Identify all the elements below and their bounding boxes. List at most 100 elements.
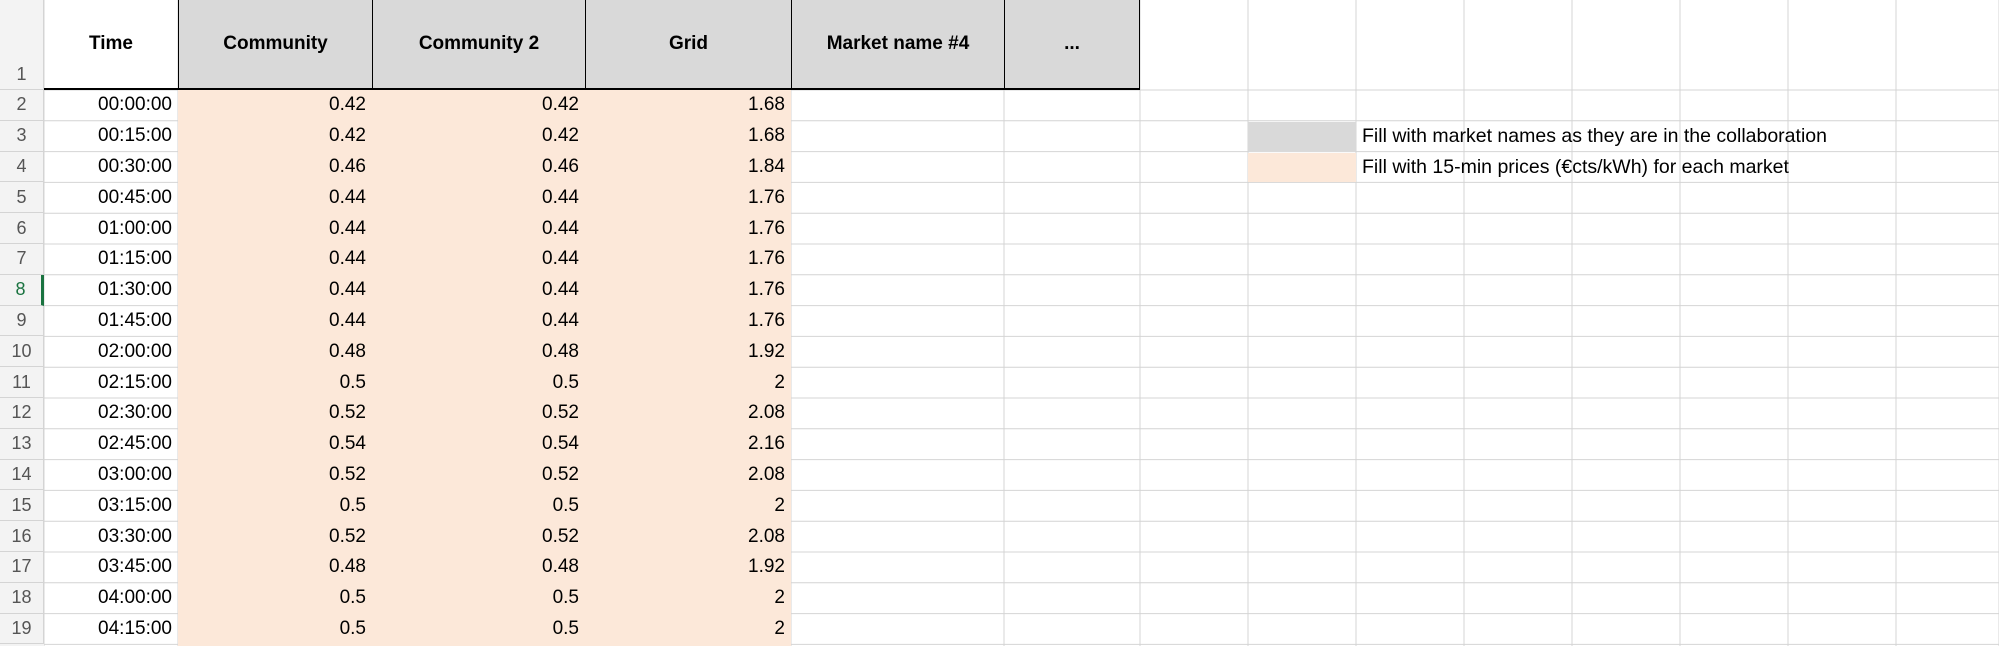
price-cell[interactable]: 0.5 (339, 371, 366, 393)
price-cell[interactable]: 0.44 (542, 186, 579, 208)
price-cell[interactable]: 0.42 (329, 125, 366, 147)
price-cell[interactable]: 0.44 (329, 309, 366, 331)
row-number-6[interactable]: 6 (0, 213, 44, 244)
time-cell[interactable]: 02:15:00 (98, 371, 172, 393)
price-cell[interactable]: 0.54 (542, 433, 579, 455)
time-cell[interactable]: 00:45:00 (98, 186, 172, 208)
column-header-more[interactable]: ... (1004, 0, 1140, 90)
price-cell[interactable]: 1.76 (748, 279, 785, 301)
price-cell[interactable]: 0.52 (329, 525, 366, 547)
price-cell[interactable]: 1.68 (748, 125, 785, 147)
row-number-3[interactable]: 3 (0, 120, 44, 152)
price-cell[interactable]: 0.5 (552, 587, 579, 609)
price-cell[interactable]: 0.42 (542, 125, 579, 147)
legend-swatch (1248, 152, 1356, 182)
row-number-5[interactable]: 5 (0, 182, 44, 214)
price-cell[interactable]: 0.44 (542, 248, 579, 270)
price-cell[interactable]: 2.08 (748, 463, 785, 485)
column-header-community[interactable]: Community (178, 0, 372, 90)
price-cell[interactable]: 2 (774, 617, 785, 639)
price-cell[interactable]: 2.16 (748, 433, 785, 455)
price-cell[interactable]: 1.76 (748, 217, 785, 239)
price-cell[interactable]: 0.48 (329, 556, 366, 578)
time-cell[interactable]: 04:00:00 (98, 587, 172, 609)
price-cell[interactable]: 0.5 (552, 371, 579, 393)
price-cell[interactable]: 0.44 (542, 279, 579, 301)
row-number-1[interactable]: 1 (0, 0, 44, 90)
price-cell[interactable]: 2 (774, 494, 785, 516)
price-cell[interactable]: 0.54 (329, 433, 366, 455)
time-cell[interactable]: 02:45:00 (98, 433, 172, 455)
price-cell[interactable]: 1.76 (748, 309, 785, 331)
price-cell[interactable]: 0.48 (329, 340, 366, 362)
price-cell[interactable]: 0.44 (329, 186, 366, 208)
price-cell[interactable]: 0.44 (542, 217, 579, 239)
row-number-19[interactable]: 19 (0, 613, 44, 645)
price-cell[interactable]: 0.42 (329, 94, 366, 116)
price-cell[interactable]: 1.76 (748, 248, 785, 270)
price-cell[interactable]: 0.52 (542, 463, 579, 485)
price-cell[interactable]: 2.08 (748, 402, 785, 424)
row-header-column[interactable]: 1 2 3 4 5 6 7 8 9 10 11 12 13 14 15 16 17 18 19 (0, 0, 44, 646)
price-cell[interactable]: 0.5 (339, 587, 366, 609)
price-cell[interactable]: 0.52 (542, 525, 579, 547)
time-cell[interactable]: 00:00:00 (98, 94, 172, 116)
price-cell[interactable]: 1.92 (748, 556, 785, 578)
price-cell[interactable]: 1.84 (748, 155, 785, 177)
price-cell[interactable]: 1.68 (748, 94, 785, 116)
price-cell[interactable]: 0.5 (339, 617, 366, 639)
price-cell[interactable]: 0.5 (552, 494, 579, 516)
time-cell[interactable]: 01:00:00 (98, 217, 172, 239)
price-cell[interactable]: 1.92 (748, 340, 785, 362)
row-number-17[interactable]: 17 (0, 552, 44, 583)
time-cell[interactable]: 02:30:00 (98, 402, 172, 424)
time-cell[interactable]: 01:15:00 (98, 248, 172, 270)
price-cell[interactable]: 0.44 (542, 309, 579, 331)
time-cell[interactable]: 03:15:00 (98, 494, 172, 516)
row-number-16[interactable]: 16 (0, 521, 44, 552)
time-cell[interactable]: 04:15:00 (98, 617, 172, 639)
price-cell[interactable]: 0.52 (329, 402, 366, 424)
row-number-14[interactable]: 14 (0, 459, 44, 491)
price-cell[interactable]: 0.5 (552, 617, 579, 639)
price-cell[interactable]: 0.48 (542, 556, 579, 578)
price-cell[interactable]: 0.44 (329, 217, 366, 239)
row-number-15[interactable]: 15 (0, 490, 44, 522)
row-number-12[interactable]: 12 (0, 398, 44, 429)
price-cell[interactable]: 0.5 (339, 494, 366, 516)
row-number-13[interactable]: 13 (0, 428, 44, 460)
time-cell[interactable]: 01:45:00 (98, 309, 172, 331)
time-cell[interactable]: 00:30:00 (98, 155, 172, 177)
time-cell[interactable]: 03:30:00 (98, 525, 172, 547)
price-cell[interactable]: 1.76 (748, 186, 785, 208)
time-cell[interactable]: 01:30:00 (98, 279, 172, 301)
column-header-time[interactable]: Time (44, 0, 178, 90)
row-number-10[interactable]: 10 (0, 336, 44, 368)
price-cell[interactable]: 0.52 (329, 463, 366, 485)
row-number-9[interactable]: 9 (0, 305, 44, 337)
price-cell[interactable]: 0.44 (329, 248, 366, 270)
row-number-18[interactable]: 18 (0, 582, 44, 614)
column-header-market-name-4[interactable]: Market name #4 (791, 0, 1004, 90)
row-number-11[interactable]: 11 (0, 367, 44, 398)
price-cell[interactable]: 0.46 (542, 155, 579, 177)
price-cell[interactable]: 2.08 (748, 525, 785, 547)
price-cell[interactable]: 2 (774, 371, 785, 393)
time-cell[interactable]: 03:45:00 (98, 556, 172, 578)
price-cell[interactable]: 0.42 (542, 94, 579, 116)
time-cell[interactable]: 02:00:00 (98, 340, 172, 362)
row-number-7[interactable]: 7 (0, 244, 44, 275)
row-number-4[interactable]: 4 (0, 151, 44, 183)
time-cell[interactable]: 00:15:00 (98, 125, 172, 147)
row-number-8[interactable]: 8 (0, 274, 44, 306)
time-cell[interactable]: 03:00:00 (98, 463, 172, 485)
price-cell[interactable]: 0.44 (329, 279, 366, 301)
price-cell[interactable]: 0.52 (542, 402, 579, 424)
price-cell[interactable]: 2 (774, 587, 785, 609)
column-header-grid[interactable]: Grid (585, 0, 791, 90)
row-number-2[interactable]: 2 (0, 90, 44, 121)
price-cell[interactable]: 0.46 (329, 155, 366, 177)
price-cell[interactable]: 0.48 (542, 340, 579, 362)
column-header-community-2[interactable]: Community 2 (372, 0, 585, 90)
